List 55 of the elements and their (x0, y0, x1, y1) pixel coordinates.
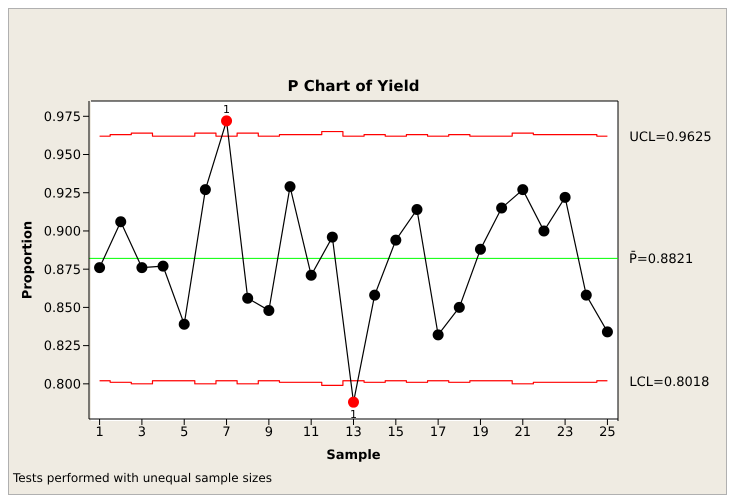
point (94, 262, 106, 274)
x-tick-label: 11 (302, 425, 320, 440)
y-tick-label: 0.900 (44, 224, 81, 240)
series-label: LCL=0.8018 (629, 374, 710, 390)
x-tick-label: 13 (345, 425, 362, 440)
point (369, 290, 380, 301)
annotation: 1 (350, 408, 357, 421)
point (221, 115, 232, 126)
y-tick-label: 0.850 (44, 301, 81, 316)
point (158, 260, 169, 272)
point (538, 225, 550, 236)
x-tick-label: 17 (430, 425, 446, 440)
point (474, 244, 486, 255)
point (284, 181, 296, 192)
text: Tests performed with unequal sample sizes (13, 471, 272, 485)
y-tick-label: 0.925 (44, 186, 81, 202)
y-tick-label: 0.825 (44, 339, 81, 354)
annotation: 1 (223, 102, 230, 116)
x-tick-label: 25 (599, 425, 616, 440)
point (580, 290, 592, 301)
point (560, 192, 571, 203)
point (348, 396, 359, 408)
x-tick-label: 9 (264, 425, 273, 440)
point (517, 184, 528, 196)
point (242, 292, 254, 304)
x-tick-label: 1 (95, 425, 104, 440)
y-tick-label: 0.950 (44, 148, 81, 164)
x-tick-label: 21 (514, 425, 532, 440)
ref-line-label: P̄=0.8821 (629, 250, 694, 267)
point (454, 302, 465, 313)
chart-title: P Chart of Yield (286, 77, 420, 95)
y-tick-label: 0.800 (44, 377, 81, 392)
point (115, 216, 126, 228)
x-tick-label: 7 (222, 425, 231, 440)
x-tick-label: 23 (556, 425, 574, 440)
series-label: UCL=0.9625 (629, 130, 712, 146)
x-tick-label: 19 (472, 425, 489, 440)
point (306, 270, 317, 281)
x-axis-title: Sample (326, 448, 381, 463)
point (200, 184, 211, 196)
x-tick-label: 5 (180, 425, 188, 440)
y-axis-title: Proportion (20, 220, 36, 300)
y-tick-label: 0.875 (44, 262, 81, 278)
point (411, 204, 422, 216)
point (390, 234, 402, 246)
point (602, 326, 613, 338)
point (326, 232, 338, 243)
point (432, 329, 444, 340)
point (178, 318, 190, 330)
point (496, 202, 508, 214)
x-tick-label: 3 (138, 425, 146, 440)
y-tick-label: 0.975 (44, 110, 81, 125)
point (263, 304, 274, 316)
point (136, 262, 148, 274)
x-tick-label: 15 (388, 425, 404, 440)
